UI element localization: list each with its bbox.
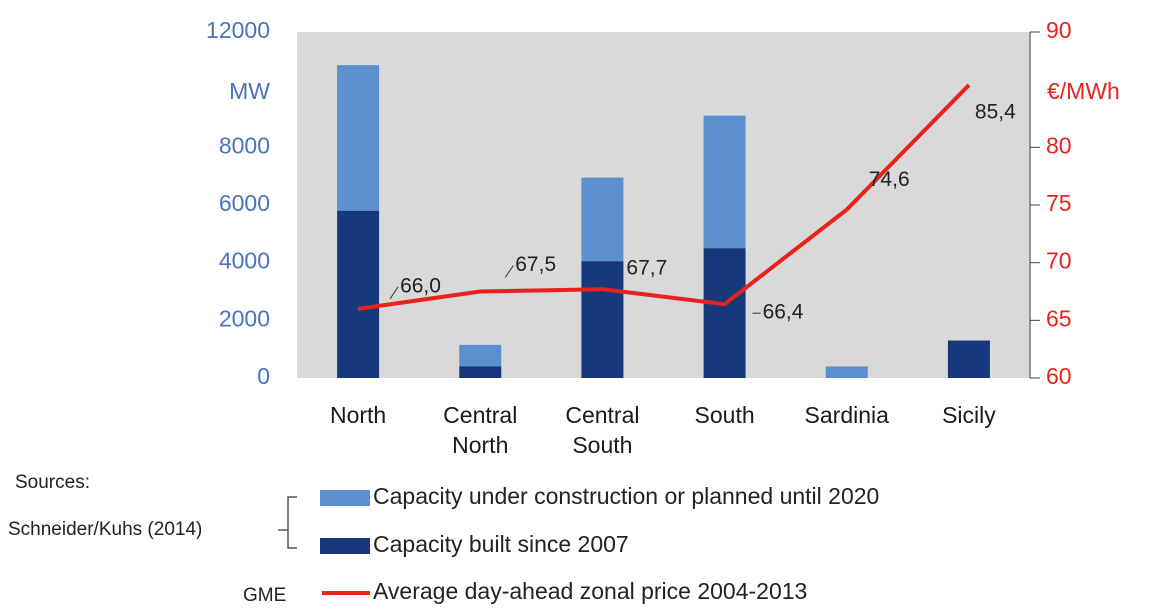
- y2-tick-label: 60: [1046, 363, 1072, 389]
- y-axis-label: MW: [229, 78, 270, 104]
- price-line: [357, 83, 971, 311]
- legend-swatch: [320, 538, 370, 554]
- y2-tick-label: 70: [1046, 248, 1072, 274]
- bar: [703, 248, 746, 378]
- source-price: GME: [243, 585, 286, 606]
- y2-axis-label: €/MWh: [1047, 78, 1120, 104]
- y-tick-label: 2000: [219, 305, 270, 331]
- data-label: 85,4: [975, 101, 1016, 124]
- y-tick-label: 0: [257, 363, 270, 389]
- y2-tick-label: 65: [1046, 305, 1072, 331]
- data-label: 74,6: [869, 168, 910, 191]
- legend-swatch: [320, 490, 370, 506]
- x-tick-label: Sardinia: [804, 402, 889, 428]
- y-tick-label: 12000: [206, 17, 270, 43]
- x-tick-label: Sicily: [942, 402, 996, 428]
- leader-line: [389, 286, 399, 300]
- y2-tick-label: 75: [1046, 190, 1072, 216]
- data-label: 66,4: [763, 301, 804, 324]
- data-label: 66,0: [400, 274, 441, 297]
- y-tick-label: 4000: [219, 248, 270, 274]
- bar: [337, 65, 380, 211]
- bar: [337, 210, 380, 378]
- y-tick-label: 8000: [219, 132, 270, 158]
- legend-label: Capacity under construction or planned u…: [373, 483, 879, 509]
- bar: [581, 177, 624, 262]
- bar: [459, 366, 502, 378]
- source-capacity: Schneider/Kuhs (2014): [8, 519, 202, 540]
- sources-heading: Sources:: [15, 472, 90, 493]
- bar: [459, 344, 502, 367]
- legend-label: Capacity built since 2007: [373, 531, 629, 557]
- x-tick-label: North: [329, 402, 387, 428]
- y2-tick-label: 80: [1046, 132, 1072, 158]
- data-label: 67,5: [515, 253, 556, 276]
- bar: [581, 261, 624, 378]
- y-tick-label: 6000: [219, 190, 270, 216]
- x-tick-label: Central South: [565, 402, 640, 458]
- bar: [947, 340, 990, 378]
- x-tick-label: South: [694, 402, 755, 428]
- plot-area: [297, 32, 1030, 378]
- bar: [825, 366, 868, 378]
- data-label: 67,7: [626, 257, 667, 280]
- y2-tick-label: 90: [1046, 17, 1072, 43]
- legend-label: Average day-ahead zonal price 2004-2013: [373, 578, 807, 604]
- bar: [703, 115, 746, 249]
- leader-line: [504, 265, 514, 278]
- source-bracket: [278, 496, 297, 549]
- x-tick-label: Central North: [443, 402, 518, 458]
